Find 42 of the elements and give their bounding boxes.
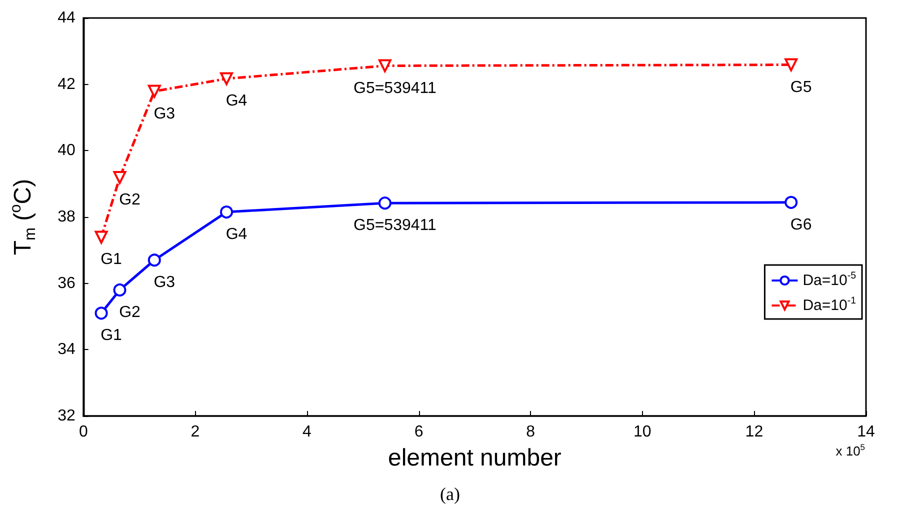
x-tick-label: 6 — [414, 424, 424, 440]
point — [148, 84, 161, 98]
y-tick-label: 42 — [58, 76, 76, 93]
data-label: G3 — [154, 105, 176, 122]
data-label: G1 — [100, 251, 122, 268]
point — [784, 58, 798, 72]
point — [378, 196, 392, 210]
point — [784, 196, 798, 209]
data-label: G2 — [119, 192, 141, 209]
data-label: G5=539411 — [353, 217, 436, 234]
data-label: G4 — [226, 92, 248, 110]
point — [94, 306, 108, 320]
point — [113, 171, 126, 184]
x-tick-label: 4 — [302, 424, 312, 440]
point — [148, 254, 161, 267]
data-label: G1 — [100, 327, 122, 344]
y-axis-title: Tm (oC) — [8, 178, 39, 256]
point — [220, 206, 234, 219]
x-tick-label: 10 — [634, 424, 652, 440]
y-tick-label: 34 — [58, 341, 76, 358]
data-label: G5 — [790, 78, 812, 96]
data-label: G6 — [790, 216, 812, 234]
point — [378, 59, 392, 72]
x-tick-label: 12 — [745, 424, 764, 440]
point — [94, 230, 108, 244]
data-label: G2 — [119, 304, 141, 321]
data-label: G4 — [226, 226, 248, 244]
data-label: G5=539411 — [353, 80, 436, 97]
y-tick-label: 36 — [58, 274, 76, 292]
text: (a) — [440, 484, 460, 504]
y-tick-label: 38 — [58, 208, 76, 226]
x-axis-title: element number — [388, 444, 562, 472]
x-tick-label: 14 — [857, 424, 875, 440]
data-label: G3 — [154, 274, 176, 292]
point — [220, 72, 234, 86]
y-tick-label: 32 — [58, 408, 76, 424]
x-tick-label: 8 — [526, 424, 536, 440]
y-tick-label: 40 — [58, 142, 76, 160]
point — [113, 283, 126, 296]
x-tick-label: 0 — [78, 424, 88, 440]
y-tick-label: 44 — [58, 10, 76, 26]
x-tick-label: 2 — [190, 424, 200, 440]
